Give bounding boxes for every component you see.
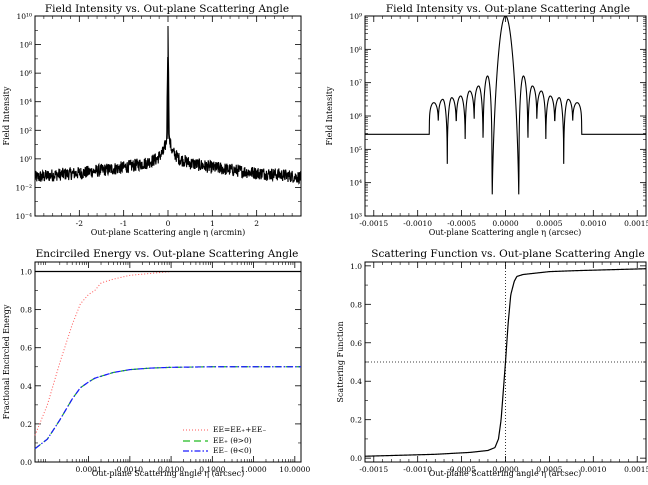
panel-1-ylabel: Field Intensity <box>2 86 11 145</box>
panel-2-ytick-label: 10⁵ <box>349 145 362 154</box>
panel-2-ylabel: Field Intensity <box>325 86 334 145</box>
panel-1-xtick-label: -1 <box>120 219 127 228</box>
panel-2-ytick-label: 10⁴ <box>349 179 362 188</box>
panel-1-title: Field Intensity vs. Out-plane Scattering… <box>45 3 289 15</box>
panel-3-ytick-label: 0.6 <box>20 344 32 353</box>
panel-3-xtick-label: 0.1000 <box>199 465 225 474</box>
panel-2-ytick-label: 10⁹ <box>349 12 362 21</box>
panel-3-ytick-label: 1.0 <box>20 268 32 277</box>
panel-1-ytick-label: 10² <box>19 126 32 135</box>
panel-1-ytick-label: 10⁻⁴ <box>15 212 32 221</box>
panel-3-xtick-label: 0.0001 <box>75 465 101 474</box>
panel-3-ylabel: Fractional Encircled Energy <box>2 304 11 419</box>
panel-4-ytick-label: 0.6 <box>350 339 362 348</box>
panel-2-xtick-label: -0.0005 <box>447 219 476 228</box>
legend-label-ee-minus: EE₋ (θ<0) <box>213 446 252 455</box>
panel-4-xtick-label: 0.0010 <box>580 465 606 474</box>
panel-1-series-line <box>34 25 302 185</box>
panel-3-frame <box>34 261 302 463</box>
panel-3-series-ee-plus <box>34 366 301 450</box>
panel-1-xtick-label: 1 <box>210 219 215 228</box>
panel-1-ytick-label: 10⁻² <box>15 183 32 192</box>
panel-3-xtick-label: 10.0000 <box>279 465 310 474</box>
panel-1-xtick-label: 0 <box>166 219 171 228</box>
panel-2-ytick-label: 10⁶ <box>349 112 362 121</box>
panel-1-ytick-label: 10⁰ <box>19 155 32 164</box>
panel-4-ytick-label: 0.8 <box>350 300 362 309</box>
panel-2-xlabel: Out-plane Scattering angle η (arcsec) <box>429 228 581 237</box>
panel-4-ytick-label: 1.0 <box>350 262 362 271</box>
panel-3-xtick-label: 0.0010 <box>117 465 143 474</box>
panel-3-ytick-label: 0.8 <box>20 306 32 315</box>
panel-2-xtick-label: -0.0010 <box>403 219 432 228</box>
panel-3-ytick-label: 0.0 <box>20 458 32 467</box>
panel-1-ytick-label: 10⁸ <box>19 41 32 50</box>
panel-1-ytick-label: 10⁶ <box>19 69 32 78</box>
panel-3-xtick-label: 0.0100 <box>158 465 184 474</box>
panel-3-encircled-energy: Encirciled Energy vs. Out-plane Scatteri… <box>2 248 311 478</box>
panel-4-xtick-label: 0.0000 <box>492 465 518 474</box>
panel-2-frame <box>364 15 647 217</box>
panel-2-series-line <box>365 15 646 195</box>
panel-4-xtick-label: 0.0005 <box>536 465 562 474</box>
panel-4-ylabel: Scattering Function <box>336 321 345 402</box>
panel-1-field-intensity-arcmin: Field Intensity vs. Out-plane Scattering… <box>2 3 302 237</box>
panel-1-ytick-label: 10⁴ <box>19 98 32 107</box>
panel-1-xtick-label: -2 <box>76 219 84 228</box>
panel-3-xtick-label: 1.0000 <box>240 465 266 474</box>
panel-3-xlabel: Out-plane Scattering angle η (arcsec) <box>92 469 244 478</box>
panel-4-ticks: -0.0015 -0.0010 -0.0005 0.0000 0.0005 0.0010 0… <box>350 262 648 474</box>
panel-3-series-ee-minus <box>34 366 301 450</box>
panel-4-scattering-function: Scattering Function vs. Out-plane Scatte… <box>336 248 648 478</box>
panel-4-xtick-label: -0.0005 <box>447 465 476 474</box>
panel-3-ticks: 0.0001 0.0010 0.0100 0.1000 1.0000 10.0000 0.0… <box>20 262 311 474</box>
panel-4-ytick-label: 0.0 <box>350 454 362 463</box>
panel-3-title: Encirciled Energy vs. Out-plane Scatteri… <box>36 248 299 260</box>
panel-2-xtick-label: 0.0010 <box>580 219 606 228</box>
panel-2-xtick-label: 0.0005 <box>536 219 562 228</box>
panel-2-xtick-label: 0.0015 <box>624 219 648 228</box>
legend-label-ee-plus: EE₊ (θ>0) <box>213 436 252 445</box>
panel-2-title: Field Intensity vs. Out-plane Scattering… <box>386 3 630 15</box>
panel-2-xtick-label: 0.0000 <box>492 219 518 228</box>
panel-2-field-intensity-arcsec: Field Intensity vs. Out-plane Scattering… <box>325 3 648 237</box>
panel-3-series-ee-total <box>34 271 301 436</box>
panel-3-ytick-label: 0.4 <box>20 382 32 391</box>
panel-4-ytick-label: 0.4 <box>350 377 362 386</box>
panel-3-legend: EE=EE₊+EE₋ EE₊ (θ>0) EE₋ (θ<0) <box>183 425 266 455</box>
panel-1-xlabel: Out-plane Scattering angle η (arcmin) <box>91 228 245 237</box>
panel-4-title: Scattering Function vs. Out-plane Scatte… <box>371 248 645 260</box>
panel-1-ytick-label: 10¹⁰ <box>16 12 32 21</box>
panel-2-ticks: -0.0015 -0.0010 -0.0005 0.0000 0.0005 0.0010 0… <box>349 12 648 228</box>
panel-1-ticks: -2 -1 0 1 2 10⁻⁴ 10⁻² 10⁰ 10² 10⁴ 10⁶ 10⁸ 10¹⁰ <box>15 12 301 228</box>
panel-2-xtick-label: -0.0015 <box>359 219 388 228</box>
panel-4-xtick-label: 0.0015 <box>624 465 648 474</box>
panel-2-ytick-label: 10⁷ <box>349 79 362 88</box>
panel-4-xlabel: Out-plane Scattering angle η (arcsec) <box>429 469 581 478</box>
panel-2-ytick-label: 10⁸ <box>349 45 362 54</box>
panel-3-ytick-label: 0.2 <box>20 420 32 429</box>
legend-label-ee-total: EE=EE₊+EE₋ <box>213 425 266 434</box>
panel-4-xtick-label: -0.0010 <box>403 465 432 474</box>
panel-4-series-line <box>364 268 647 457</box>
panel-2-ytick-label: 10³ <box>349 212 362 221</box>
panel-4-xtick-label: -0.0015 <box>359 465 388 474</box>
panel-4-ytick-label: 0.2 <box>350 416 362 425</box>
panel-1-xtick-label: 2 <box>254 219 259 228</box>
